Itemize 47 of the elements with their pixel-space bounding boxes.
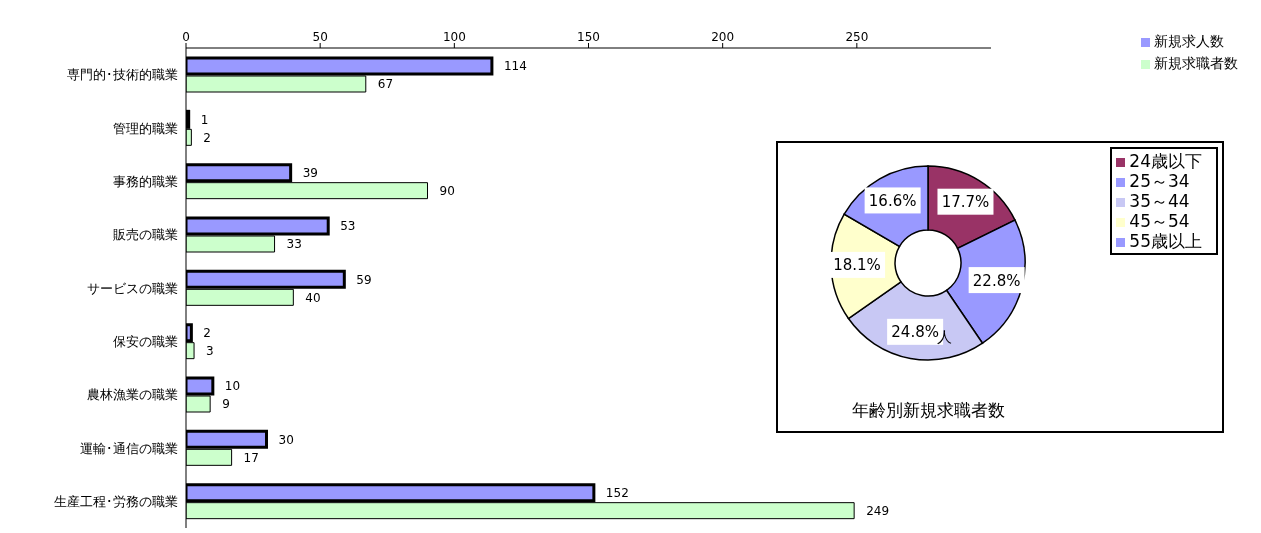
data-label: 114 xyxy=(503,59,527,74)
data-label: 249 xyxy=(866,503,890,518)
x-tick-label: 50 xyxy=(312,30,328,44)
y-tick-label: 管理的職業 xyxy=(113,120,178,136)
data-label: 2 xyxy=(203,130,212,145)
data-label: 22.8% xyxy=(972,271,1021,290)
x-tick-label: 0 xyxy=(182,30,190,44)
y-tick-label: 農林漁業の職業 xyxy=(87,387,178,403)
y-tick-label: 事務的職業 xyxy=(113,173,178,189)
y-tick-label: 保安の職業 xyxy=(113,333,178,349)
legend-label: 新規求人数 xyxy=(1154,33,1224,49)
legend-label: 55歳以上 xyxy=(1129,231,1202,251)
x-tick-label: 100 xyxy=(442,30,466,44)
data-label: 40 xyxy=(305,290,321,305)
data-label: 33 xyxy=(286,237,302,252)
data-label: 18.1% xyxy=(833,256,881,275)
legend-label: 35～44 xyxy=(1129,191,1190,211)
data-label: 1 xyxy=(200,112,209,127)
data-label: 152 xyxy=(605,485,629,500)
data-label: 39 xyxy=(302,165,318,180)
data-label: 17 xyxy=(243,450,259,465)
data-label: 67 xyxy=(377,77,394,92)
y-tick-label: 生産工程･労務の職業 xyxy=(54,493,178,509)
y-tick-label: サービスの職業 xyxy=(87,280,178,296)
data-label: 3 xyxy=(206,343,214,358)
data-label: 17.7% xyxy=(941,193,990,212)
x-tick-label: 150 xyxy=(577,30,600,44)
data-label: 10 xyxy=(224,379,241,394)
data-label: 9 xyxy=(222,397,230,412)
legend-label: 25～34 xyxy=(1129,171,1190,191)
data-label: 30 xyxy=(278,432,294,447)
data-label: 16.6% xyxy=(868,191,917,210)
text: 人 xyxy=(937,327,953,346)
y-tick-label: 販売の職業 xyxy=(113,227,178,243)
legend-label: 新規求職者数 xyxy=(1154,55,1238,71)
data-label: 2 xyxy=(203,325,212,340)
legend-label: 24歳以下 xyxy=(1129,151,1202,171)
x-tick-label: 200 xyxy=(711,30,735,44)
data-label: 90 xyxy=(439,183,455,198)
data-label: 24.8% xyxy=(891,323,939,342)
x-tick-label: 250 xyxy=(845,30,869,44)
data-label: 53 xyxy=(340,219,356,234)
data-label: 59 xyxy=(356,272,372,287)
legend-label: 45～54 xyxy=(1129,211,1190,231)
y-tick-label: 運輸･通信の職業 xyxy=(80,440,178,456)
y-tick-label: 専門的･技術的職業 xyxy=(67,67,178,83)
text: 年齢別新規求職者数 xyxy=(850,399,1006,422)
